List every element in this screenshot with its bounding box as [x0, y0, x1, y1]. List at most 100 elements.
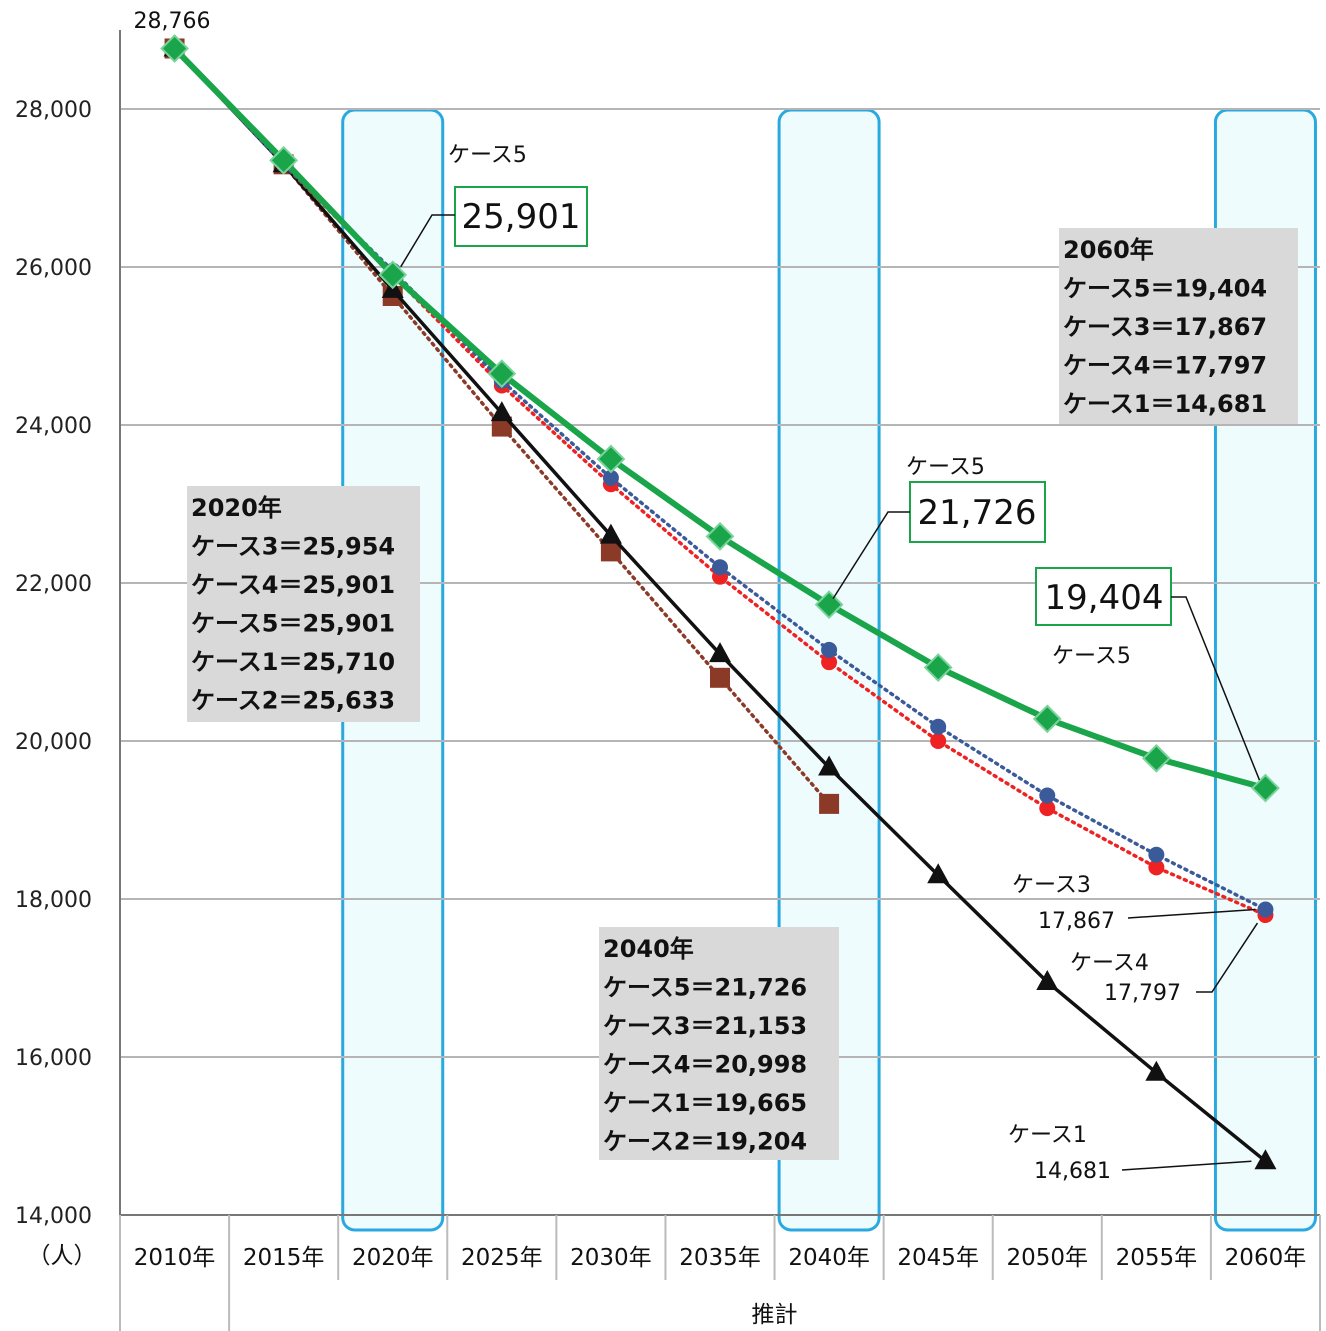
x-tick-label: 2010年 [134, 1245, 216, 1271]
x-tick-label: 2015年 [243, 1245, 325, 1271]
c4-2060-value: 17,797 [1104, 981, 1181, 1006]
c5-2020-value: 25,901 [462, 197, 581, 237]
c1-2060-series-label: ケース1 [1008, 1123, 1087, 1148]
series-marker-2 [1039, 800, 1056, 817]
series-marker-0 [923, 653, 953, 682]
c5-2060-value-box [1035, 567, 1172, 626]
series-marker-0 [1251, 773, 1280, 803]
series-marker-0 [269, 145, 299, 175]
c4-2060-series-label: ケース4 [1070, 951, 1149, 976]
c5-2040-series-label: ケース5 [906, 455, 985, 480]
series-marker-2 [1148, 859, 1165, 876]
series-marker-1 [1148, 846, 1165, 863]
series-marker-1 [1039, 787, 1056, 804]
c4-2060-leader-line [1196, 922, 1259, 993]
summary-box-line: ケース5＝25,901 [191, 610, 395, 638]
series-marker-4 [600, 541, 621, 562]
series-marker-0 [487, 359, 517, 389]
series-line-2 [172, 46, 1268, 917]
series-marker-0 [814, 590, 844, 620]
c5-2040-leader-line [832, 511, 910, 600]
summary-box-line: 2020年 [191, 494, 282, 522]
summary-box-line: ケース2＝19,204 [603, 1128, 807, 1156]
y-tick-label: 18,000 [15, 888, 92, 913]
summary-box-line: ケース4＝20,998 [603, 1051, 807, 1079]
series-marker-3 [709, 642, 731, 663]
series-marker-3 [1145, 1060, 1168, 1081]
series-marker-4 [819, 793, 840, 814]
summary-box-line: ケース2＝25,633 [191, 687, 395, 715]
series-marker-3 [1036, 969, 1059, 990]
c5-2060-series-label: ケース5 [1052, 644, 1131, 669]
summary-box-line: 2060年 [1063, 236, 1154, 264]
x-tick-label: 2030年 [570, 1245, 652, 1271]
c1-2060-value: 14,681 [1034, 1159, 1111, 1184]
summary-box-line: ケース3＝21,153 [603, 1012, 807, 1040]
series-marker-0 [596, 444, 626, 474]
y-tick-label: 16,000 [15, 1046, 92, 1071]
c5-2020-series-label: ケース5 [448, 143, 527, 168]
c3-2060-series-label: ケース3 [1012, 873, 1091, 898]
summary-box-line: ケース3＝25,954 [191, 533, 395, 561]
summary-box-line: 2040年 [603, 935, 694, 963]
c3-2060-value: 17,867 [1038, 909, 1115, 934]
series-marker-3 [818, 755, 841, 776]
summary-box-line: ケース5＝21,726 [603, 974, 807, 1002]
x-tick-label: 2045年 [897, 1245, 979, 1271]
series-marker-0 [705, 521, 735, 551]
c5-2040-value: 21,726 [918, 493, 1037, 533]
x-tick-label: 2055年 [1116, 1245, 1198, 1271]
series-marker-3 [490, 401, 513, 422]
summary-box-line: ケース5＝19,404 [1063, 275, 1267, 303]
series-marker-3 [927, 863, 950, 884]
series-marker-4 [491, 416, 512, 437]
series-marker-1 [821, 641, 838, 658]
series-marker-1 [602, 469, 619, 486]
x-tick-label: 2025年 [461, 1245, 543, 1271]
summary-box-line: ケース4＝17,797 [1063, 352, 1267, 380]
y-tick-label: 22,000 [15, 572, 92, 597]
summary-box-1 [599, 927, 839, 1160]
summary-box-line: ケース4＝25,901 [191, 571, 395, 599]
series-marker-2 [821, 654, 838, 671]
c5-2020-leader-line [400, 214, 455, 268]
summary-box-line: ケース3＝17,867 [1063, 313, 1267, 341]
summary-box-line: ケース1＝25,710 [191, 648, 395, 676]
series-marker-1 [930, 718, 947, 735]
series-marker-0 [1032, 704, 1062, 734]
x-tick-label: 2060年 [1225, 1245, 1307, 1271]
c5-2020-value-box [454, 186, 588, 247]
series-marker-1 [1257, 901, 1274, 918]
series-marker-1 [712, 559, 728, 576]
series-marker-3 [599, 523, 622, 544]
x-group-label: 推計 [752, 1302, 798, 1328]
series-line-1 [172, 46, 1268, 912]
summary-box-0 [187, 486, 420, 722]
y-tick-label: 20,000 [15, 730, 92, 755]
y-tick-label: 24,000 [15, 414, 92, 439]
y-tick-label: 14,000 [15, 1204, 92, 1229]
y-unit-label: （人） [28, 1243, 97, 1269]
x-tick-label: 2040年 [788, 1245, 870, 1271]
x-tick-label: 2050年 [1006, 1245, 1088, 1271]
c3-2060-leader-line [1127, 908, 1256, 919]
x-tick-label: 2020年 [352, 1245, 434, 1271]
c5-2060-leader-line [1171, 596, 1261, 781]
c5-2060-value: 19,404 [1045, 578, 1164, 618]
series-marker-0 [160, 34, 189, 63]
series-marker-0 [1141, 743, 1171, 773]
series-marker-3 [1254, 1149, 1277, 1170]
summary-box-2 [1059, 228, 1298, 424]
series-marker-4 [710, 667, 730, 688]
summary-box-line: ケース1＝14,681 [1063, 390, 1267, 418]
y-tick-label: 26,000 [15, 256, 92, 281]
series-marker-2 [930, 733, 947, 749]
series-marker-0 [378, 260, 408, 290]
summary-box-line: ケース1＝19,665 [603, 1089, 807, 1117]
c5-2040-value-box [909, 481, 1046, 543]
y-tick-label: 28,000 [15, 98, 92, 123]
c1-2060-leader-line [1121, 1160, 1252, 1171]
x-tick-label: 2035年 [679, 1245, 761, 1271]
start-value-label: 28,766 [134, 9, 211, 34]
